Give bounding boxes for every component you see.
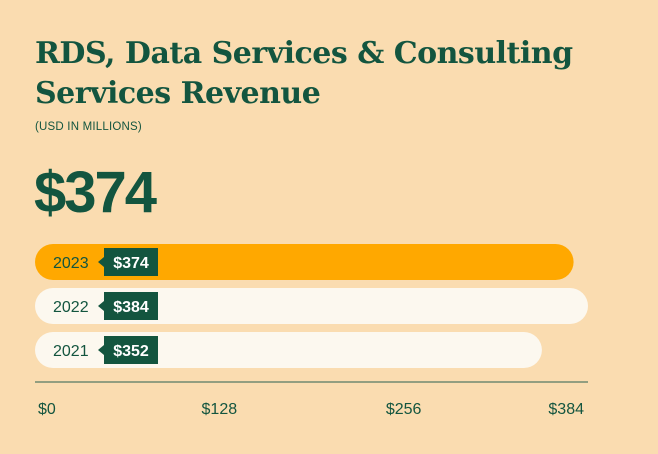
x-tick-label: $384 xyxy=(548,401,584,418)
data-label: $374 xyxy=(113,255,149,272)
x-axis-ticks: $0 $128 $256 $384 xyxy=(38,401,584,418)
data-label-tag xyxy=(98,248,158,276)
bar-2023 xyxy=(35,244,574,280)
bar-category-label: 2021 xyxy=(53,343,89,360)
headline-value: $374 xyxy=(34,160,157,225)
bar-group-2022: 2022 $384 xyxy=(35,288,588,324)
x-tick-label: $256 xyxy=(386,401,422,418)
data-label-tag xyxy=(98,292,158,320)
bar-category-label: 2022 xyxy=(53,299,89,316)
data-label-tag xyxy=(98,336,158,364)
chart-title: RDS, Data Services & Consulting Services… xyxy=(35,36,573,111)
data-label: $352 xyxy=(113,343,149,360)
data-label: $384 xyxy=(113,299,149,316)
bar-group-2021: 2021 $352 xyxy=(35,332,542,368)
chart-subtitle: (USD IN MILLIONS) xyxy=(35,121,142,133)
bar-2021 xyxy=(35,332,542,368)
x-tick-label: $0 xyxy=(38,401,56,418)
bar-series: 2023 $374 2022 $384 2021 $352 xyxy=(35,244,588,368)
x-tick-label: $128 xyxy=(202,401,238,418)
bar-2022 xyxy=(35,288,588,324)
bar-group-2023: 2023 $374 xyxy=(35,244,574,280)
bar-category-label: 2023 xyxy=(53,255,89,272)
